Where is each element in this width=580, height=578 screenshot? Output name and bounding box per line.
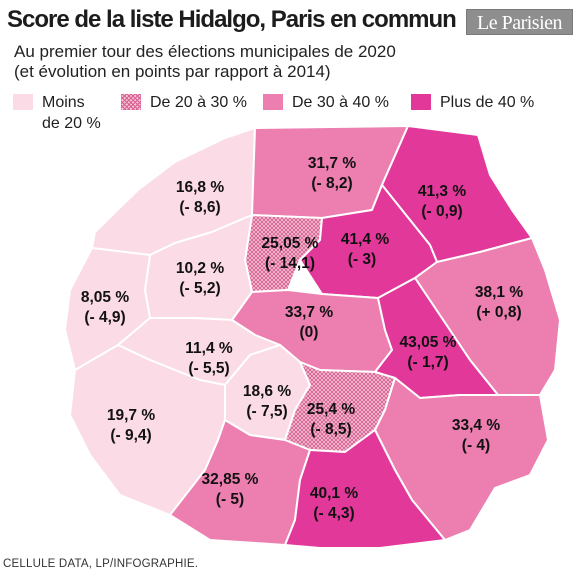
label-score: 38,1 % bbox=[475, 284, 523, 301]
label-score: 16,8 % bbox=[176, 179, 224, 196]
label-change: (- 0,9) bbox=[421, 203, 462, 220]
label-score: 25,05 % bbox=[262, 235, 319, 252]
credit-footer: CELLULE DATA, LP/INFOGRAPHIE. bbox=[3, 558, 199, 570]
label-change: (0) bbox=[300, 324, 319, 341]
subtitle-line-1: Au premier tour des élections municipale… bbox=[14, 42, 396, 61]
label-change: (- 4,3) bbox=[313, 505, 354, 522]
label-change: (- 8,6) bbox=[179, 199, 220, 216]
label-change: (- 5,5) bbox=[188, 360, 229, 377]
label-score: 32,85 % bbox=[202, 471, 259, 488]
label-score: 11,4 % bbox=[185, 340, 233, 357]
label-change: (+ 0,8) bbox=[476, 304, 521, 321]
label-change: (- 5) bbox=[216, 491, 244, 508]
label-score: 31,7 % bbox=[308, 155, 356, 172]
label-score: 10,2 % bbox=[176, 260, 224, 277]
label-change: (- 4) bbox=[462, 437, 490, 454]
label-change: (- 1,7) bbox=[407, 354, 448, 371]
label-change: (- 3) bbox=[348, 251, 376, 268]
label-change: (- 4,9) bbox=[84, 309, 125, 326]
label-change: (- 9,4) bbox=[110, 427, 151, 444]
label-change: (- 7,5) bbox=[246, 403, 287, 420]
district-13 bbox=[284, 429, 446, 549]
subtitle-line-2: (et évolution en points par rapport à 20… bbox=[14, 62, 331, 81]
label-score: 41,3 % bbox=[418, 183, 466, 200]
legend-label-30-40: De 30 à 40 % bbox=[292, 94, 389, 111]
label-change: (- 14,1) bbox=[265, 255, 315, 272]
map-title: Score de la liste Hidalgo, Paris en comm… bbox=[7, 6, 457, 33]
legend-label-moins-20: Moins de 20 % bbox=[42, 92, 101, 134]
label-change: (- 8,5) bbox=[310, 421, 351, 438]
label-score: 40,1 % bbox=[310, 485, 358, 502]
legend-item-plus-40: Plus de 40 % bbox=[411, 92, 534, 113]
le-parisien-logo: Le Parisien bbox=[466, 9, 573, 35]
label-score: 25,4 % bbox=[307, 401, 355, 418]
legend-label-line-1: Moins bbox=[42, 94, 85, 111]
label-score: 8,05 % bbox=[81, 289, 129, 306]
label-score: 43,05 % bbox=[400, 334, 457, 351]
legend-label-line-2: de 20 % bbox=[42, 115, 101, 132]
legend-label-plus-40: Plus de 40 % bbox=[440, 94, 535, 111]
legend-swatch-light bbox=[13, 94, 33, 110]
label-score: 33,4 % bbox=[452, 417, 500, 434]
label-change: (- 8,2) bbox=[311, 175, 352, 192]
label-score: 19,7 % bbox=[107, 407, 155, 424]
label-score: 33,7 % bbox=[285, 304, 333, 321]
legend-swatch-hatched bbox=[121, 94, 141, 110]
legend-swatch-medium bbox=[263, 94, 283, 110]
label-score: 41,4 % bbox=[341, 231, 389, 248]
legend-item-moins-20: Moins de 20 % bbox=[13, 92, 101, 134]
legend-swatch-dark bbox=[411, 94, 431, 110]
legend-label-20-30: De 20 à 30 % bbox=[150, 94, 247, 111]
map-subtitle: Au premier tour des élections municipale… bbox=[14, 42, 396, 82]
label-change: (- 5,2) bbox=[179, 280, 220, 297]
label-score: 18,6 % bbox=[243, 383, 291, 400]
legend-item-30-40: De 30 à 40 % bbox=[263, 92, 389, 113]
legend-item-20-30: De 20 à 30 % bbox=[121, 92, 247, 113]
